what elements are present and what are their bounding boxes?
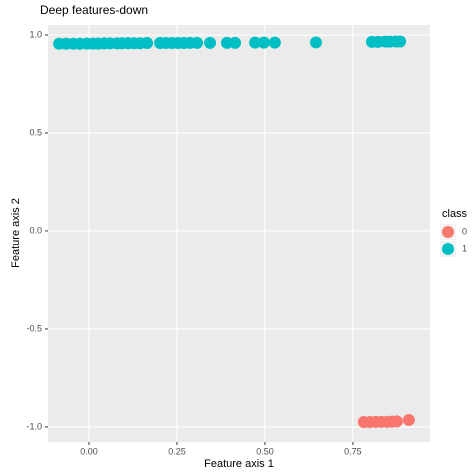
point <box>204 36 217 49</box>
point <box>191 36 204 49</box>
point <box>229 36 242 49</box>
point <box>309 36 322 49</box>
panel <box>48 25 430 442</box>
chart-title: Deep features-down <box>40 3 148 17</box>
point <box>390 415 403 428</box>
point <box>141 37 154 50</box>
point <box>268 36 281 49</box>
y-tick-label: -1.0 <box>26 421 42 431</box>
y-tick-label: 1.0 <box>29 29 42 39</box>
point <box>249 36 262 49</box>
y-tick-label: -0.5 <box>26 323 42 333</box>
x-tick-label: 0.75 <box>344 446 362 456</box>
legend-label: 1 <box>462 243 467 253</box>
y-tick-label: 0.5 <box>29 127 42 137</box>
x-axis-label: Feature axis 1 <box>204 458 274 470</box>
legend-symbol <box>442 226 454 238</box>
point <box>394 35 407 48</box>
x-tick-label: 0.25 <box>168 446 186 456</box>
y-tick-label: 0.0 <box>29 225 42 235</box>
point <box>257 36 270 49</box>
legend-label: 0 <box>462 226 467 236</box>
y-axis-label: Feature axis 2 <box>10 198 22 268</box>
legend-symbol <box>442 243 454 255</box>
legend-title: class <box>442 208 468 220</box>
point <box>402 414 415 427</box>
x-tick-label: 0.00 <box>80 446 98 456</box>
x-tick-label: 0.50 <box>256 446 274 456</box>
